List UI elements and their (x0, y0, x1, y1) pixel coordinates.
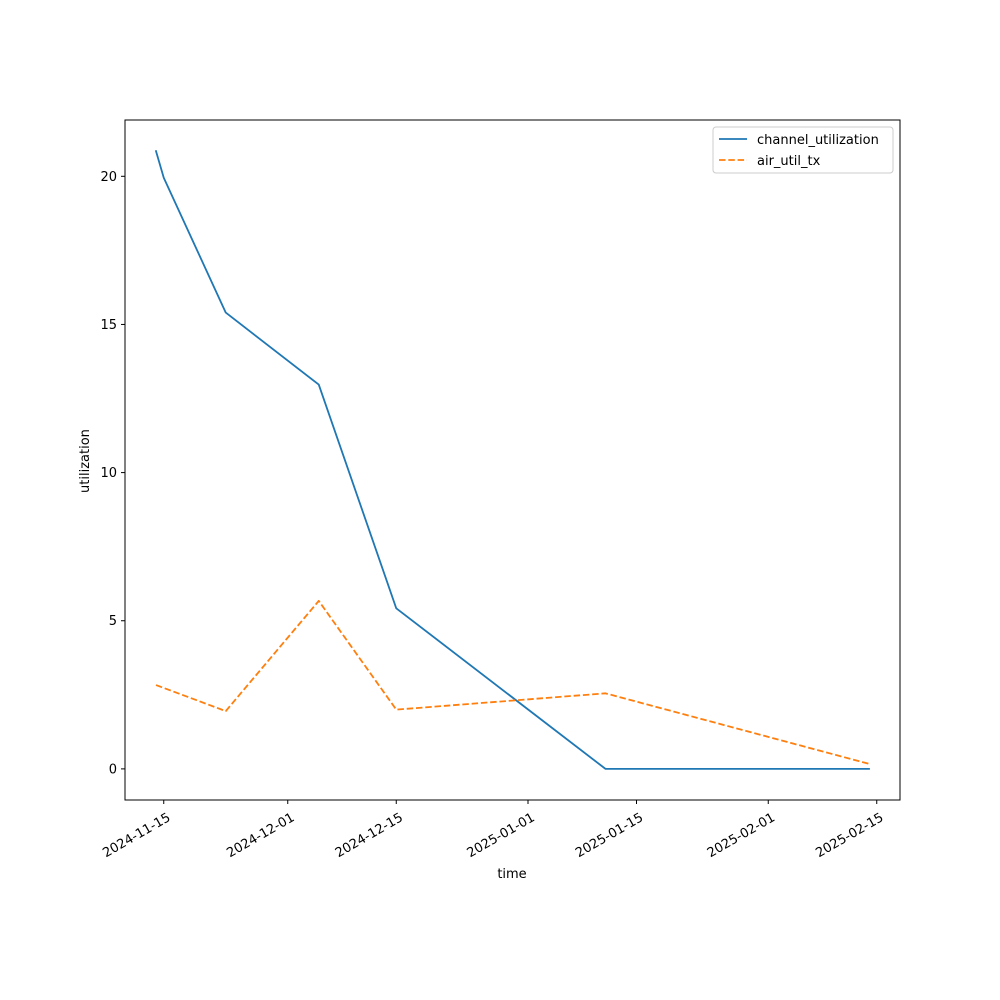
legend-box (712, 126, 894, 174)
y-tick-label: 5 (109, 614, 117, 629)
y-axis-ticks: 0 5 10 15 20 (100, 170, 125, 777)
series-line-2 (155, 599, 870, 765)
y-tick-label: 15 (100, 318, 117, 333)
y-tick-label: 20 (100, 170, 117, 185)
legend-label-1: channel_utilization (757, 133, 879, 148)
legend: channel_utilization air_util_tx (712, 126, 894, 174)
x-axis-label: time (497, 867, 526, 882)
series-line-1 (154, 149, 870, 770)
y-tick-label: 0 (109, 762, 117, 777)
y-axis-label: utilization (78, 429, 93, 493)
plot-lines (154, 149, 870, 770)
plot-frame (124, 119, 901, 801)
legend-label-2: air_util_tx (757, 154, 821, 169)
y-tick-label: 10 (100, 466, 117, 481)
